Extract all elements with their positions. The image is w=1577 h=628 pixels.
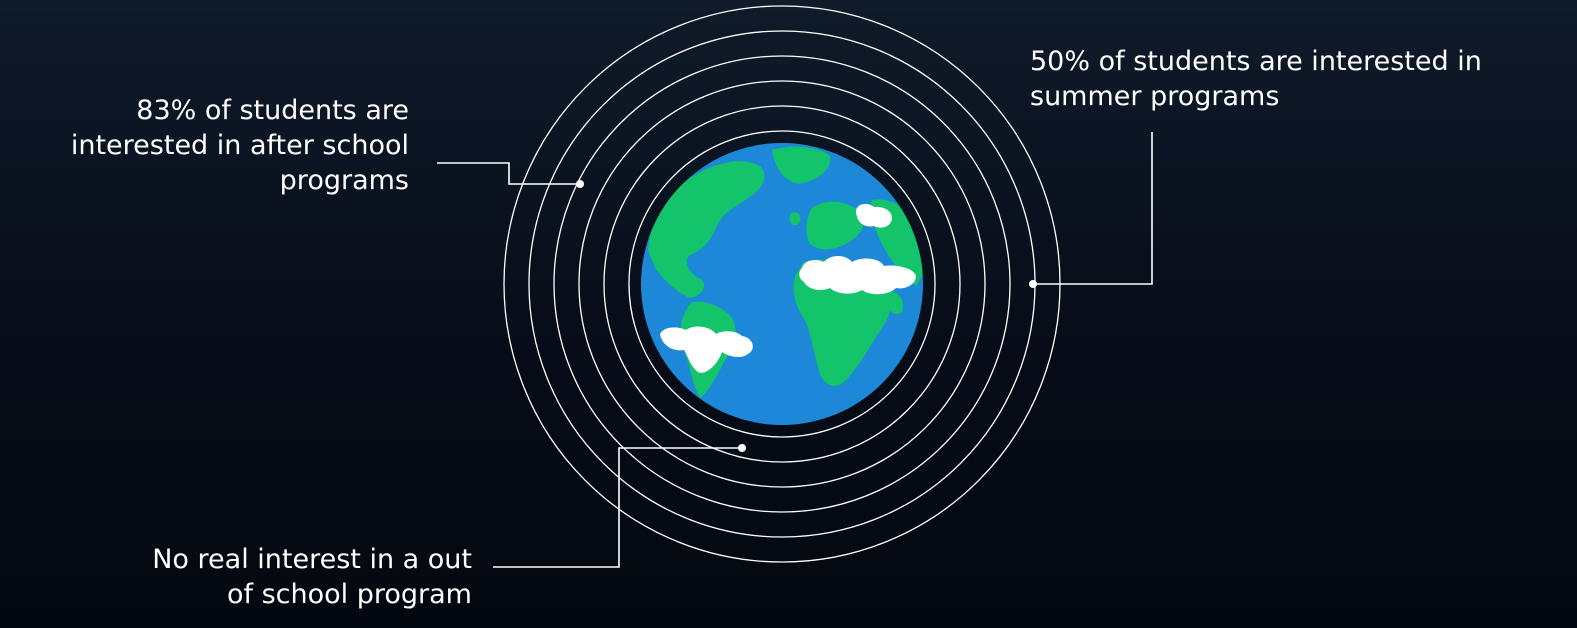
- orbit-ring-2: [603, 105, 961, 463]
- callout-no-interest: No real interest in a out of school prog…: [152, 544, 472, 610]
- leader-line-no-interest: [493, 447, 742, 568]
- orbit-ring-4: [553, 55, 1011, 513]
- leader-dot-summer: [1029, 280, 1037, 288]
- cloud-icon-large: [799, 256, 916, 295]
- callout-after-school: 83% of students are interested in after …: [70, 95, 409, 196]
- orbit-ring-1: [628, 130, 936, 438]
- land-europe: [806, 201, 864, 250]
- cloud-icon: [660, 203, 916, 373]
- globe-icon: [641, 143, 923, 425]
- leader-line-summer: [1033, 132, 1153, 285]
- orbit-rings: [503, 5, 1061, 563]
- land-uk: [789, 212, 801, 226]
- cloud-icon-small: [856, 203, 892, 228]
- leader-dot-after-school: [576, 180, 584, 188]
- land-greenland: [772, 146, 831, 184]
- land-north-america: [648, 161, 765, 298]
- cloud-icon-left: [660, 326, 753, 373]
- land-arabia: [887, 291, 904, 314]
- leader-dot-no-interest: [738, 444, 746, 452]
- callout-summer: 50% of students are interested in summer…: [1030, 46, 1482, 112]
- leader-line-after-school: [437, 162, 580, 185]
- orbit-ring-3: [578, 80, 986, 488]
